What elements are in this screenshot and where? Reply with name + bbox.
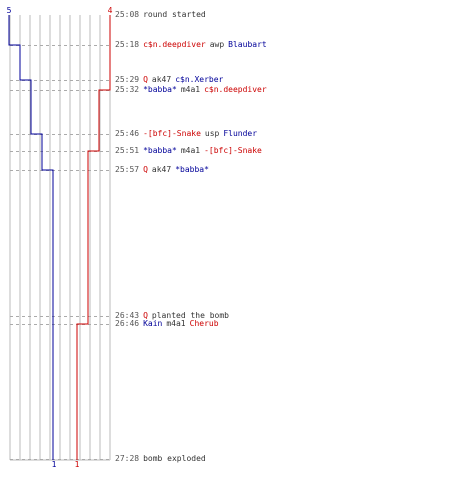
t-start-count: 4 (108, 6, 113, 15)
event-time: 25:32 (115, 85, 140, 94)
event-time: 26:43 (115, 311, 140, 320)
event-row: 25:08 round started (115, 10, 206, 20)
event-row: 25:46 -[bfc]-Snake usp Flunder (115, 129, 257, 139)
t-player-name: c$n.deepdiver (143, 40, 206, 49)
event-action: planted the bomb (151, 311, 229, 320)
ct-start-count: 5 (7, 6, 12, 15)
ct-players-alive-line (8, 15, 54, 460)
t-player-name: Q (143, 311, 148, 320)
t-player-name: -[bfc]-Snake (143, 129, 201, 138)
timeline-grid (9, 15, 111, 461)
event-action: m4a1 (166, 319, 186, 328)
ct-end-count: 1 (52, 460, 57, 469)
t-player-name: c$n.deepdiver (204, 85, 267, 94)
event-action: m4a1 (180, 85, 201, 94)
event-action: m4a1 (180, 146, 201, 155)
t-player-name: Cherub (189, 319, 219, 328)
event-time: 27:28 (115, 454, 140, 463)
event-time: 25:18 (115, 40, 140, 49)
event-row: 25:18 c$n.deepdiver awp Blaubart (115, 40, 267, 50)
event-row: 26:46 Kain m4a1 Cherub (115, 319, 219, 329)
event-time: 25:08 (115, 10, 140, 19)
ct-player-name: *babba* (143, 146, 177, 155)
event-guide-lines (10, 45, 112, 460)
ct-player-name: Blaubart (228, 40, 267, 49)
event-action: usp (204, 129, 220, 138)
event-action: bomb exploded (143, 454, 206, 463)
event-row: 27:28 bomb exploded (115, 454, 206, 464)
ct-player-name: *babba* (143, 85, 177, 94)
event-time: 26:46 (115, 319, 140, 328)
t-end-count: 1 (75, 460, 80, 469)
t-player-name: -[bfc]-Snake (204, 146, 262, 155)
event-action: awp (209, 40, 225, 49)
event-row: 25:51 *babba* m4a1 -[bfc]-Snake (115, 146, 262, 156)
ct-player-name: Flunder (223, 129, 258, 138)
event-action: round started (143, 10, 206, 19)
t-player-name: Q (143, 75, 148, 84)
event-time: 25:46 (115, 129, 140, 138)
ct-player-name: c$n.Xerber (175, 75, 224, 84)
ct-player-name: Kain (143, 319, 163, 328)
t-players-alive-line (76, 15, 111, 460)
event-action: ak47 (151, 165, 172, 174)
event-time: 25:51 (115, 146, 140, 155)
event-time: 25:57 (115, 165, 140, 174)
event-row: 25:32 *babba* m4a1 c$n.deepdiver (115, 85, 267, 95)
t-player-name: Q (143, 165, 148, 174)
ct-player-name: *babba* (175, 165, 209, 174)
event-time: 25:29 (115, 75, 140, 84)
event-action: ak47 (151, 75, 172, 84)
